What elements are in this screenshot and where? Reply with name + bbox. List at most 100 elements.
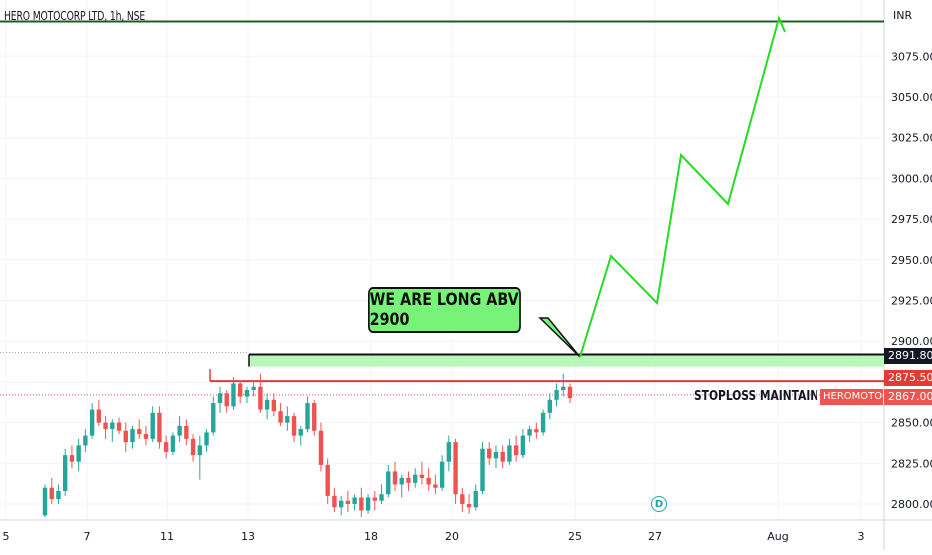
candle-body [359, 497, 364, 511]
projection-path [579, 14, 786, 358]
stoploss-annotation[interactable]: STOPLOSS MAINTAIN BE [694, 389, 817, 404]
candle-body [150, 412, 155, 439]
y-tick-label: 3075.00 [891, 50, 932, 63]
x-tick-label: 25 [568, 530, 582, 543]
candle-body [318, 430, 324, 465]
candle-body [244, 390, 250, 397]
candle-body [224, 393, 229, 407]
candle-body [460, 494, 465, 504]
candle-body [487, 448, 492, 459]
x-tick-label: 18 [364, 530, 378, 543]
y-tick-label: 2825.00 [891, 457, 932, 470]
candle-body [379, 494, 384, 501]
x-tick-label: 13 [241, 530, 255, 543]
candle-body [62, 455, 68, 491]
candle-body [446, 442, 452, 462]
candle-body [69, 455, 75, 462]
y-tick-label: 3050.00 [891, 91, 932, 104]
y-tick-label: 2900.00 [891, 335, 932, 348]
candle-body [157, 412, 162, 443]
candle-body [507, 445, 512, 462]
candle-body [170, 435, 176, 452]
x-tick-label: 5 [3, 530, 10, 543]
zone-price-label: 2891.80 [884, 348, 932, 364]
candle-body [493, 451, 499, 459]
symbol-badge: HEROMOTOCO [820, 389, 897, 405]
candle-body [163, 442, 169, 452]
candle-body [197, 445, 203, 456]
candle-body [473, 490, 478, 508]
candle-body [49, 487, 54, 500]
candle-body [500, 451, 505, 462]
candle-body [312, 403, 317, 431]
x-tick-label: 11 [160, 530, 174, 543]
candle-body [372, 497, 378, 501]
y-tick-label: 3025.00 [891, 132, 932, 145]
long-callout[interactable]: WE ARE LONG ABV 2900 [368, 287, 521, 333]
candle-body [130, 429, 135, 443]
candle-body [540, 412, 546, 433]
candle-body [332, 495, 337, 508]
candle-body [143, 433, 149, 439]
candle-body [231, 383, 236, 407]
candle-body [534, 429, 539, 433]
candle-body [305, 403, 310, 430]
candle-body [42, 487, 48, 516]
candle-body [204, 432, 209, 446]
candle-body [392, 471, 398, 485]
candle-body [426, 477, 431, 485]
candle-body [76, 445, 81, 462]
dividend-event-icon[interactable]: D [651, 496, 667, 512]
candle-body [83, 435, 88, 446]
candle-body [251, 386, 256, 391]
candle-body [338, 500, 344, 508]
candle-body [237, 383, 243, 397]
candle-body [352, 497, 357, 504]
candle-body [177, 425, 182, 436]
callout-pointer [538, 317, 581, 358]
candle-body [271, 399, 277, 412]
candle-body [520, 435, 526, 456]
candle-body [211, 403, 216, 433]
candle-body [399, 477, 404, 485]
candle-body [258, 386, 263, 410]
candle-body [123, 430, 128, 443]
symbol-title: HERO MOTOCORP LTD, 1h, NSE [4, 9, 146, 23]
candle-body [345, 500, 351, 504]
x-tick-label: 20 [445, 530, 459, 543]
candle-body [439, 461, 445, 488]
candle-body [103, 422, 108, 430]
stoploss-price-label: 2875.50 [884, 370, 932, 386]
candle-body [325, 464, 330, 496]
candle-body [285, 416, 290, 423]
candle-body [453, 442, 458, 495]
candle-body [184, 425, 189, 439]
candle-body [56, 490, 61, 500]
candle-body [217, 393, 223, 404]
candle-body [264, 399, 270, 410]
x-tick-label: 27 [648, 530, 662, 543]
y-tick-label: 3000.00 [891, 172, 932, 185]
candle-body [513, 445, 519, 456]
x-tick-label: 3 [858, 530, 865, 543]
last-price-label: 2867.00 [884, 389, 932, 405]
candle-body [116, 422, 122, 431]
candle-body [110, 422, 115, 430]
currency-label: INR [893, 9, 913, 22]
candle-body [89, 409, 95, 436]
candle-body [291, 416, 297, 436]
y-tick-label: 2950.00 [891, 254, 932, 267]
candle-body [190, 438, 196, 456]
y-tick-label: 2800.00 [891, 498, 932, 511]
y-tick-label: 2925.00 [891, 295, 932, 308]
candle-body [298, 429, 303, 436]
candle-body [419, 474, 425, 478]
long-zone [249, 354, 884, 367]
candle-body [137, 429, 142, 434]
candle-body [96, 409, 102, 423]
x-tick-label: Aug [767, 530, 788, 543]
candle-body [554, 390, 559, 400]
candle-body [561, 386, 566, 391]
